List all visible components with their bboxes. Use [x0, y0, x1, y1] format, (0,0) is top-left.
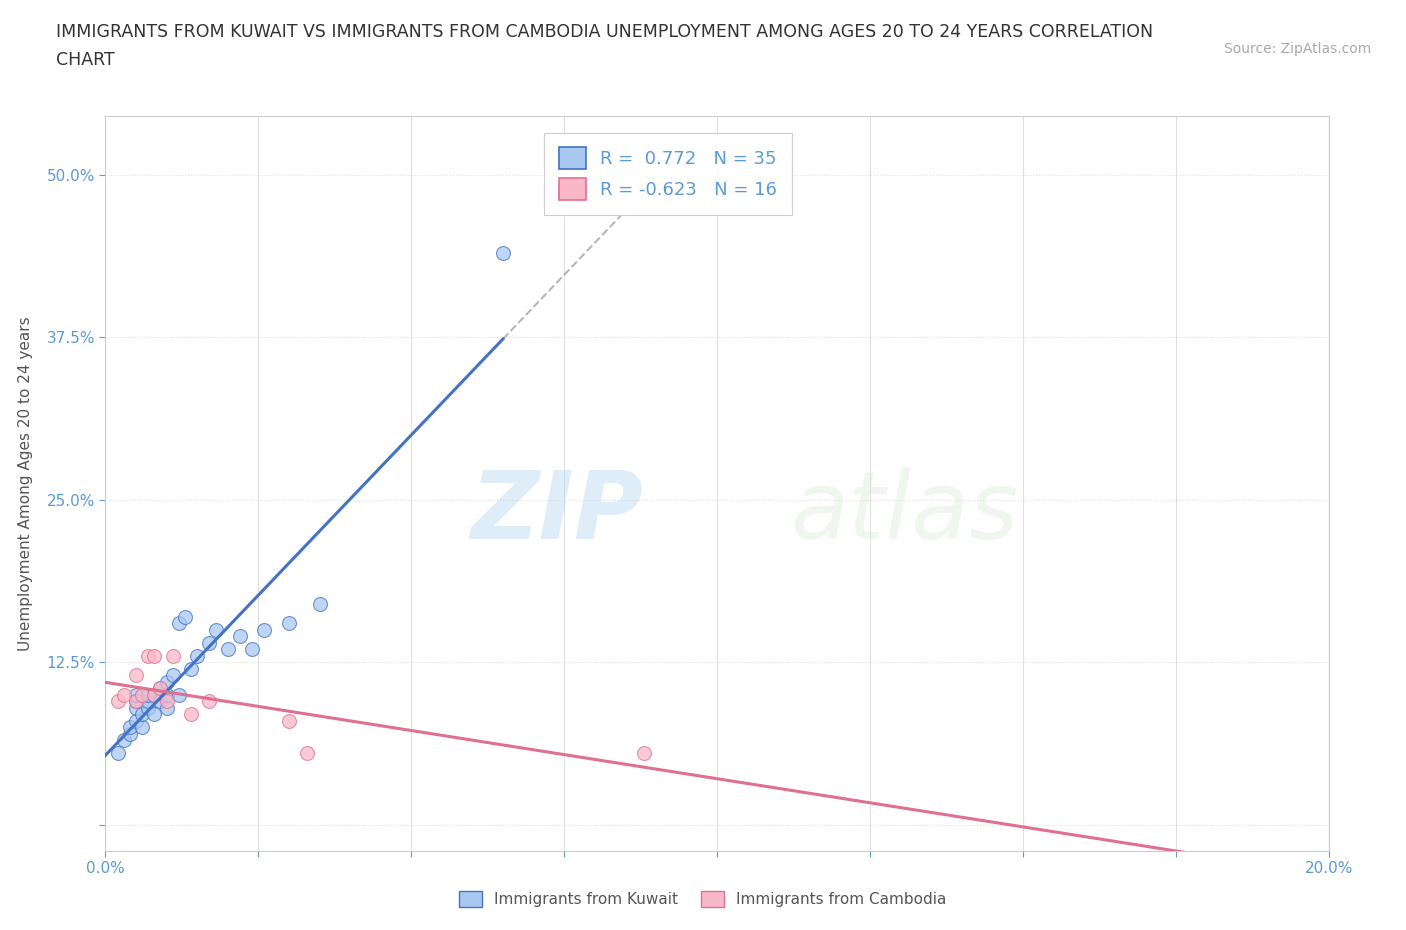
Point: [492, 246, 515, 260]
Point: [167, 616, 190, 631]
Point: [186, 648, 208, 663]
Point: [174, 609, 197, 624]
Text: atlas: atlas: [790, 468, 1019, 559]
Point: [131, 720, 153, 735]
Point: [125, 687, 148, 702]
Point: [277, 616, 299, 631]
Point: [180, 707, 202, 722]
Point: [297, 746, 319, 761]
Point: [107, 746, 129, 761]
Point: [229, 629, 252, 644]
Point: [155, 674, 177, 689]
Point: [125, 713, 148, 728]
Point: [155, 700, 177, 715]
Point: [143, 648, 166, 663]
Point: [125, 694, 148, 709]
Point: [118, 720, 141, 735]
Point: [167, 687, 190, 702]
Legend: Immigrants from Kuwait, Immigrants from Cambodia: Immigrants from Kuwait, Immigrants from …: [453, 884, 953, 913]
Point: [198, 635, 221, 650]
Point: [125, 700, 148, 715]
Point: [308, 596, 330, 611]
Point: [253, 622, 276, 637]
Point: [131, 687, 153, 702]
Point: [136, 687, 159, 702]
Point: [149, 681, 172, 696]
Point: [217, 642, 239, 657]
Point: [118, 726, 141, 741]
Point: [136, 694, 159, 709]
Point: [143, 687, 166, 702]
Text: Source: ZipAtlas.com: Source: ZipAtlas.com: [1223, 42, 1371, 56]
Point: [149, 681, 172, 696]
Legend: R =  0.772   N = 35, R = -0.623   N = 16: R = 0.772 N = 35, R = -0.623 N = 16: [544, 133, 792, 215]
Point: [198, 694, 221, 709]
Point: [136, 648, 159, 663]
Point: [125, 668, 148, 683]
Point: [240, 642, 263, 657]
Point: [136, 700, 159, 715]
Point: [155, 694, 177, 709]
Point: [112, 687, 135, 702]
Text: IMMIGRANTS FROM KUWAIT VS IMMIGRANTS FROM CAMBODIA UNEMPLOYMENT AMONG AGES 20 TO: IMMIGRANTS FROM KUWAIT VS IMMIGRANTS FRO…: [56, 23, 1153, 41]
Point: [162, 648, 184, 663]
Point: [143, 707, 166, 722]
Text: CHART: CHART: [56, 51, 115, 69]
Point: [149, 694, 172, 709]
Text: ZIP: ZIP: [471, 467, 644, 559]
Point: [277, 713, 299, 728]
Point: [143, 687, 166, 702]
Point: [633, 746, 655, 761]
Point: [131, 707, 153, 722]
Point: [125, 694, 148, 709]
Point: [107, 694, 129, 709]
Y-axis label: Unemployment Among Ages 20 to 24 years: Unemployment Among Ages 20 to 24 years: [18, 316, 32, 651]
Point: [112, 733, 135, 748]
Point: [204, 622, 226, 637]
Point: [180, 661, 202, 676]
Point: [155, 687, 177, 702]
Point: [162, 668, 184, 683]
